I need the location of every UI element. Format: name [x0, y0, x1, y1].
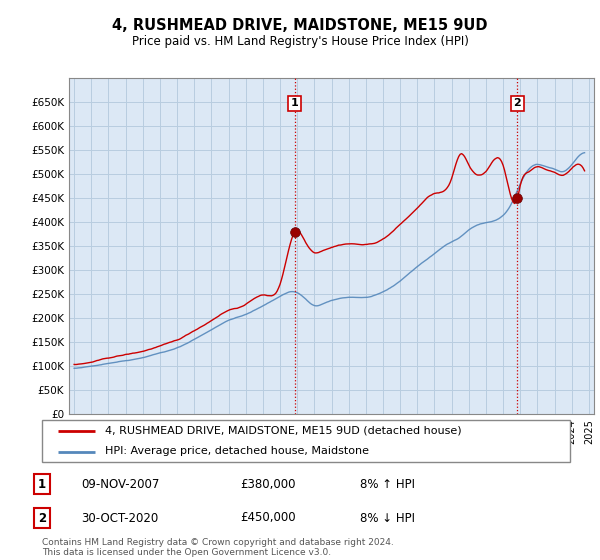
FancyBboxPatch shape — [42, 420, 570, 462]
Text: £450,000: £450,000 — [240, 511, 296, 525]
Text: £380,000: £380,000 — [240, 478, 296, 491]
Text: 4, RUSHMEAD DRIVE, MAIDSTONE, ME15 9UD (detached house): 4, RUSHMEAD DRIVE, MAIDSTONE, ME15 9UD (… — [106, 426, 462, 436]
Text: 8% ↑ HPI: 8% ↑ HPI — [360, 478, 415, 491]
Text: 1: 1 — [38, 478, 46, 491]
Text: 2: 2 — [514, 99, 521, 109]
Text: 8% ↓ HPI: 8% ↓ HPI — [360, 511, 415, 525]
Text: Price paid vs. HM Land Registry's House Price Index (HPI): Price paid vs. HM Land Registry's House … — [131, 35, 469, 49]
Text: 4, RUSHMEAD DRIVE, MAIDSTONE, ME15 9UD: 4, RUSHMEAD DRIVE, MAIDSTONE, ME15 9UD — [112, 18, 488, 32]
Text: Contains HM Land Registry data © Crown copyright and database right 2024.
This d: Contains HM Land Registry data © Crown c… — [42, 538, 394, 557]
Text: 09-NOV-2007: 09-NOV-2007 — [81, 478, 160, 491]
Text: HPI: Average price, detached house, Maidstone: HPI: Average price, detached house, Maid… — [106, 446, 370, 456]
Text: 1: 1 — [291, 99, 299, 109]
Text: 30-OCT-2020: 30-OCT-2020 — [81, 511, 158, 525]
Text: 2: 2 — [38, 511, 46, 525]
